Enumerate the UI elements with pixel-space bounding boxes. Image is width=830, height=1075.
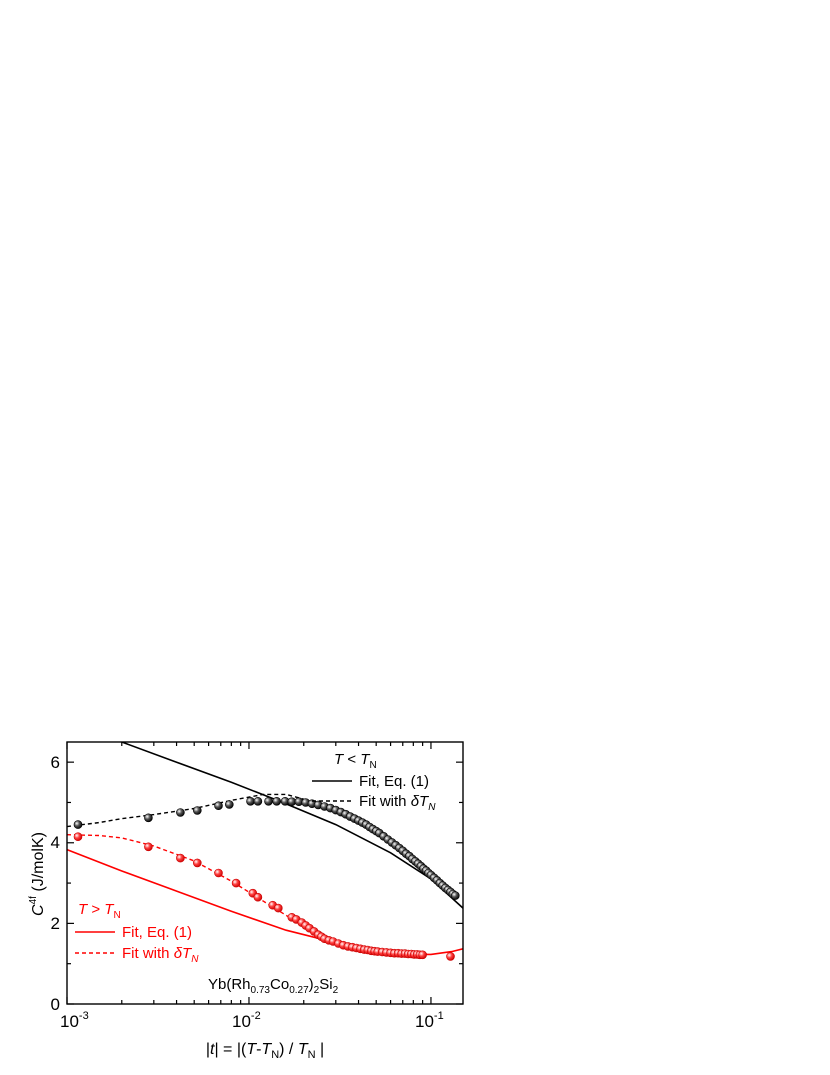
- data-point: [73, 820, 83, 829]
- legend-below-dashed-label: Fit with δTN: [359, 793, 436, 813]
- series-above-points: [73, 832, 455, 961]
- data-point: [253, 892, 263, 902]
- data-point: [176, 808, 185, 817]
- data-point: [450, 891, 460, 900]
- legend-below: T < TN Fit, Eq. (1) Fit with δTN: [312, 751, 436, 813]
- data-point: [273, 903, 283, 913]
- data-point: [264, 796, 273, 806]
- compound-annotation: Yb(Rh0.73Co0.27)2Si2: [208, 976, 339, 996]
- x-tick-label: 10-2: [232, 1010, 261, 1031]
- data-point: [231, 878, 241, 888]
- data-point: [253, 796, 263, 806]
- legend-below-title: T < TN: [334, 751, 377, 771]
- legend-above-dashed-label: Fit with δTN: [122, 945, 199, 965]
- data-point: [193, 806, 202, 815]
- x-tick-label: 10-1: [415, 1010, 444, 1031]
- data-point: [246, 796, 255, 806]
- legend-above-title: T > TN: [78, 901, 121, 921]
- data-point: [272, 796, 282, 806]
- x-tick-label: 10-3: [60, 1010, 89, 1031]
- x-axis-title: |t| = |(T-TN) / TN |: [206, 1041, 324, 1061]
- series-below-points: [73, 796, 460, 900]
- legend-below-solid-label: Fit, Eq. (1): [359, 773, 429, 790]
- plot-area: [67, 742, 463, 961]
- y-tick-label: 4: [51, 833, 60, 852]
- data-point: [418, 950, 427, 960]
- y-tick-label: 2: [51, 914, 60, 933]
- legend-above: T > TN Fit, Eq. (1) Fit with δTN: [75, 901, 199, 965]
- data-point: [214, 868, 223, 878]
- axes-frame: [66, 741, 464, 1005]
- data-point: [287, 797, 297, 807]
- data-point: [176, 853, 185, 863]
- data-point: [144, 842, 153, 852]
- data-point: [73, 832, 83, 842]
- y-tick-label: 6: [51, 753, 60, 772]
- fit-below-solid: [119, 742, 463, 909]
- data-point: [214, 801, 223, 811]
- fit-above-dashed: [67, 834, 427, 955]
- data-point: [193, 858, 202, 868]
- data-point: [446, 952, 455, 961]
- y-axis-title: C4f (J/molK): [28, 832, 47, 916]
- data-point: [144, 813, 153, 823]
- y-tick-label: 0: [51, 995, 60, 1014]
- data-point: [225, 800, 234, 809]
- legend-above-solid-label: Fit, Eq. (1): [122, 924, 192, 941]
- axis-ticks: [66, 742, 463, 1005]
